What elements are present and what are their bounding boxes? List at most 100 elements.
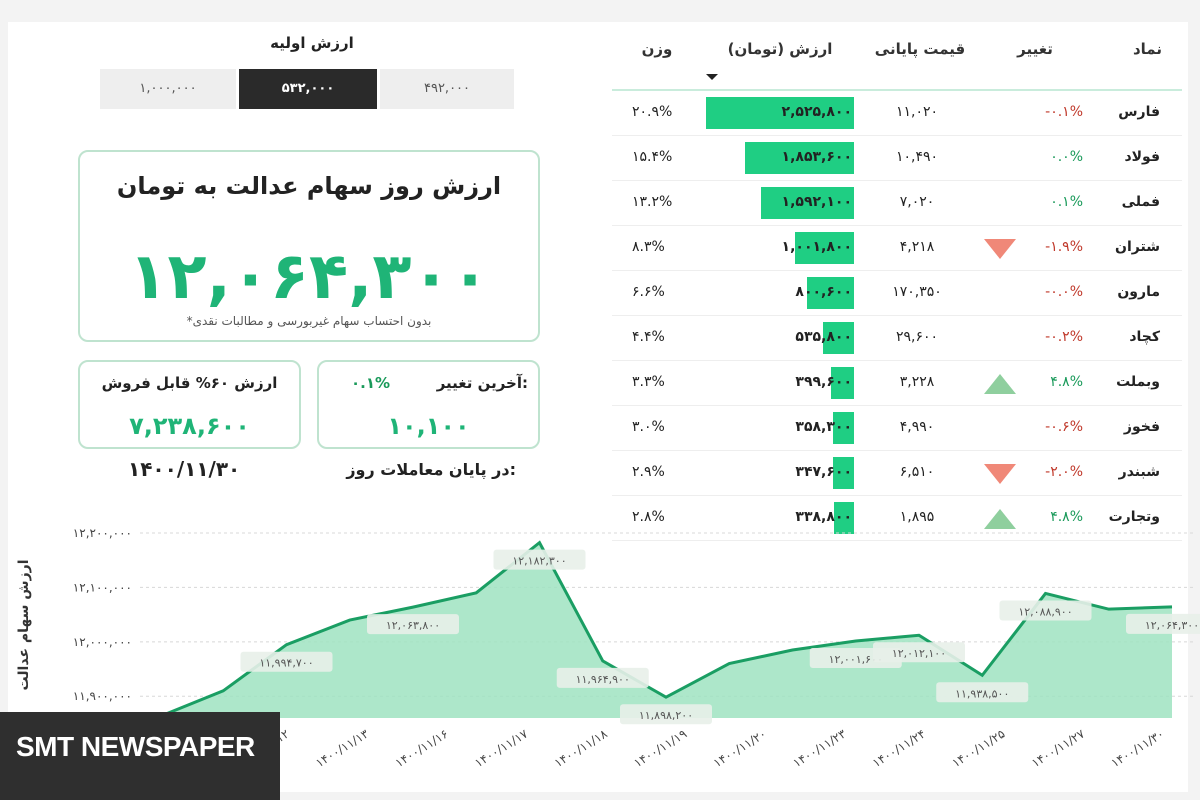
row-weight: ۴.۴% xyxy=(632,328,665,345)
data-label: ۱۲,۰۶۴,۳۰۰ xyxy=(1145,619,1199,632)
row-change: ۰.۱% xyxy=(1050,193,1083,210)
data-label-bg xyxy=(556,667,649,688)
up-arrow-icon xyxy=(984,373,1016,394)
daily-value-footnote: *بدون احتساب سهام غیربورسی و مطالبات نقد… xyxy=(186,314,432,328)
data-label-bg xyxy=(1126,613,1200,634)
watermark-logo: SMT NEWSPAPER xyxy=(16,731,255,762)
row-value: ۳۳۸,۸۰۰ xyxy=(795,508,852,525)
row-price: ۱,۸۹۵ xyxy=(899,508,935,525)
sort-desc-icon xyxy=(706,74,718,80)
row-divider xyxy=(612,225,1182,226)
x-tick-label: ۱۴۰۰/۱۱/۱۶ xyxy=(393,727,451,770)
header-change: تغییر xyxy=(1017,40,1053,58)
daily-value-card: ارزش روز سهام عدالت به تومان ۱۲,۰۶۴,۳۰۰ … xyxy=(78,150,540,342)
x-tick-label: ۱۴۰۰/۱۱/۲۰ xyxy=(711,727,769,770)
row-divider xyxy=(612,180,1182,181)
data-label-bg xyxy=(936,682,1029,703)
row-value: ۳۴۷,۶۰۰ xyxy=(795,463,852,480)
row-price: ۲۹,۶۰۰ xyxy=(895,328,939,345)
row-weight: ۱۵.۴% xyxy=(632,148,673,165)
chart-y-axis-title: ارزش سهام عدالت xyxy=(16,560,32,690)
y-tick-label: ۱۲,۱۰۰,۰۰۰ xyxy=(73,580,132,594)
last-change-value: ۱۰,۱۰۰ xyxy=(387,412,470,440)
row-change: ۰.۰% xyxy=(1050,148,1083,165)
data-label-bg xyxy=(367,614,459,635)
row-divider xyxy=(612,270,1182,271)
row-price: ۳,۲۲۸ xyxy=(899,373,935,390)
row-weight: ۶.۶% xyxy=(632,283,665,300)
row-value: ۳۹۹,۶۰۰ xyxy=(795,373,852,390)
x-tick-label: ۱۴۰۰/۱۱/۲۳ xyxy=(790,726,848,770)
y-tick-label: ۱۲,۲۰۰,۰۰۰ xyxy=(73,526,132,540)
row-symbol: وبملت xyxy=(1116,373,1160,390)
x-tick-label: ۱۴۰۰/۱۱/۲۴ xyxy=(870,727,928,770)
value-bar xyxy=(834,501,854,534)
row-symbol: فخوز xyxy=(1123,418,1160,435)
row-value: ۱,۵۹۲,۱۰۰ xyxy=(781,193,852,210)
row-change: ۴.۸% xyxy=(1050,373,1083,390)
data-label: ۱۱,۹۶۴,۹۰۰ xyxy=(576,673,630,686)
data-label: ۱۱,۹۳۸,۵۰۰ xyxy=(955,687,1009,700)
initial-value-option-532000[interactable]: ۵۳۲,۰۰۰ xyxy=(239,69,377,109)
value-bar xyxy=(744,141,854,174)
y-tick-label: ۱۱,۹۰۰,۰۰۰ xyxy=(73,689,132,703)
x-tick-label: ۱۴۰۰/۱۱/۲۵ xyxy=(949,727,1007,770)
trade-end-label: در پایان معاملات روز: xyxy=(346,460,516,479)
y-tick-label: ۱۲,۰۰۰,۰۰۰ xyxy=(73,635,132,649)
row-symbol: کچاد xyxy=(1129,328,1160,345)
data-label: ۱۲,۱۸۲,۳۰۰ xyxy=(512,555,566,568)
row-price: ۱۱,۰۲۰ xyxy=(895,103,939,120)
value-bar xyxy=(807,276,854,309)
data-label: ۱۲,۰۱۲,۱۰۰ xyxy=(892,647,946,660)
x-tick-label: ۱۴۰۰/۱۱/۱۳ xyxy=(313,726,371,770)
value-history-chart: ۱۱,۹۰۰,۰۰۰ ۱۲,۰۰۰,۰۰۰ ۱۲,۱۰۰,۰۰۰ ۱۲,۲۰۰,۰۰۰… xyxy=(73,526,1200,770)
initial-value-title: ارزش اولیه xyxy=(270,34,354,52)
row-change: -۱.۹% xyxy=(1045,238,1083,255)
row-price: ۱۰,۴۹۰ xyxy=(895,148,939,165)
value-area xyxy=(160,542,1172,718)
row-divider xyxy=(612,450,1182,451)
data-label: ۱۲,۰۶۳,۸۰۰ xyxy=(386,619,440,632)
daily-value-title: ارزش روز سهام عدالت به تومان xyxy=(116,172,502,200)
up-arrow-icon xyxy=(984,508,1016,529)
row-divider xyxy=(612,405,1182,406)
data-label-bg xyxy=(493,549,586,570)
x-tick-label: ۱۴۰۰/۱۱/۱۹ xyxy=(631,727,689,770)
last-change-percent: ۰.۱% xyxy=(351,374,391,392)
row-divider xyxy=(612,360,1182,361)
row-change: -۰.۲% xyxy=(1045,328,1083,345)
row-price: ۱۷۰,۳۵۰ xyxy=(892,283,942,300)
row-divider xyxy=(612,315,1182,316)
row-value: ۵۳۵,۸۰۰ xyxy=(795,328,852,345)
data-label: ۱۱,۹۹۴,۷۰۰ xyxy=(259,657,313,670)
initial-value-option-492000[interactable]: ۴۹۲,۰۰۰ xyxy=(380,69,514,109)
row-symbol: فملی xyxy=(1121,193,1160,210)
value-bar xyxy=(822,321,854,354)
row-weight: ۲۰.۹% xyxy=(632,103,673,120)
initial-value-option-1000000[interactable]: ۱,۰۰۰,۰۰۰ xyxy=(100,69,236,109)
row-symbol: فارس xyxy=(1118,103,1160,120)
row-weight: ۲.۸% xyxy=(632,508,665,525)
sellable-value-card: ارزش ۶۰% قابل فروش ۷,۲۳۸,۶۰۰ xyxy=(78,360,301,449)
row-price: ۶,۵۱۰ xyxy=(899,463,935,480)
header-value[interactable]: ارزش (تومان) xyxy=(727,40,833,58)
down-arrow-icon xyxy=(984,463,1016,484)
row-value: ۱,۸۵۳,۶۰۰ xyxy=(781,148,852,165)
data-label: ۱۲,۰۸۸,۹۰۰ xyxy=(1018,605,1072,618)
row-divider xyxy=(612,495,1182,496)
svg-text:ارزش سهام عدالت: ارزش سهام عدالت xyxy=(16,560,32,690)
last-change-card: آخرین تغییر: ۰.۱% ۱۰,۱۰۰ xyxy=(317,360,540,449)
daily-value-amount: ۱۲,۰۶۴,۳۰۰ xyxy=(128,240,490,314)
header-price: قیمت پایانی xyxy=(874,40,966,58)
row-change: ۴.۸% xyxy=(1050,508,1083,525)
row-symbol: فولاد xyxy=(1124,148,1160,165)
x-tick-label: ۱۴۰۰/۱۱/۳۰ xyxy=(1109,727,1167,770)
row-change: -۲.۰% xyxy=(1045,463,1083,480)
row-value: ۲,۵۲۵,۸۰۰ xyxy=(781,103,852,120)
data-label: ۱۲,۰۰۱,۶۰۰ xyxy=(829,653,883,666)
row-weight: ۸.۳% xyxy=(632,238,665,255)
header-weight: وزن xyxy=(641,40,673,58)
row-symbol: وتجارت xyxy=(1108,508,1160,525)
row-symbol: شتران xyxy=(1115,238,1160,255)
row-price: ۴,۲۱۸ xyxy=(899,238,935,255)
